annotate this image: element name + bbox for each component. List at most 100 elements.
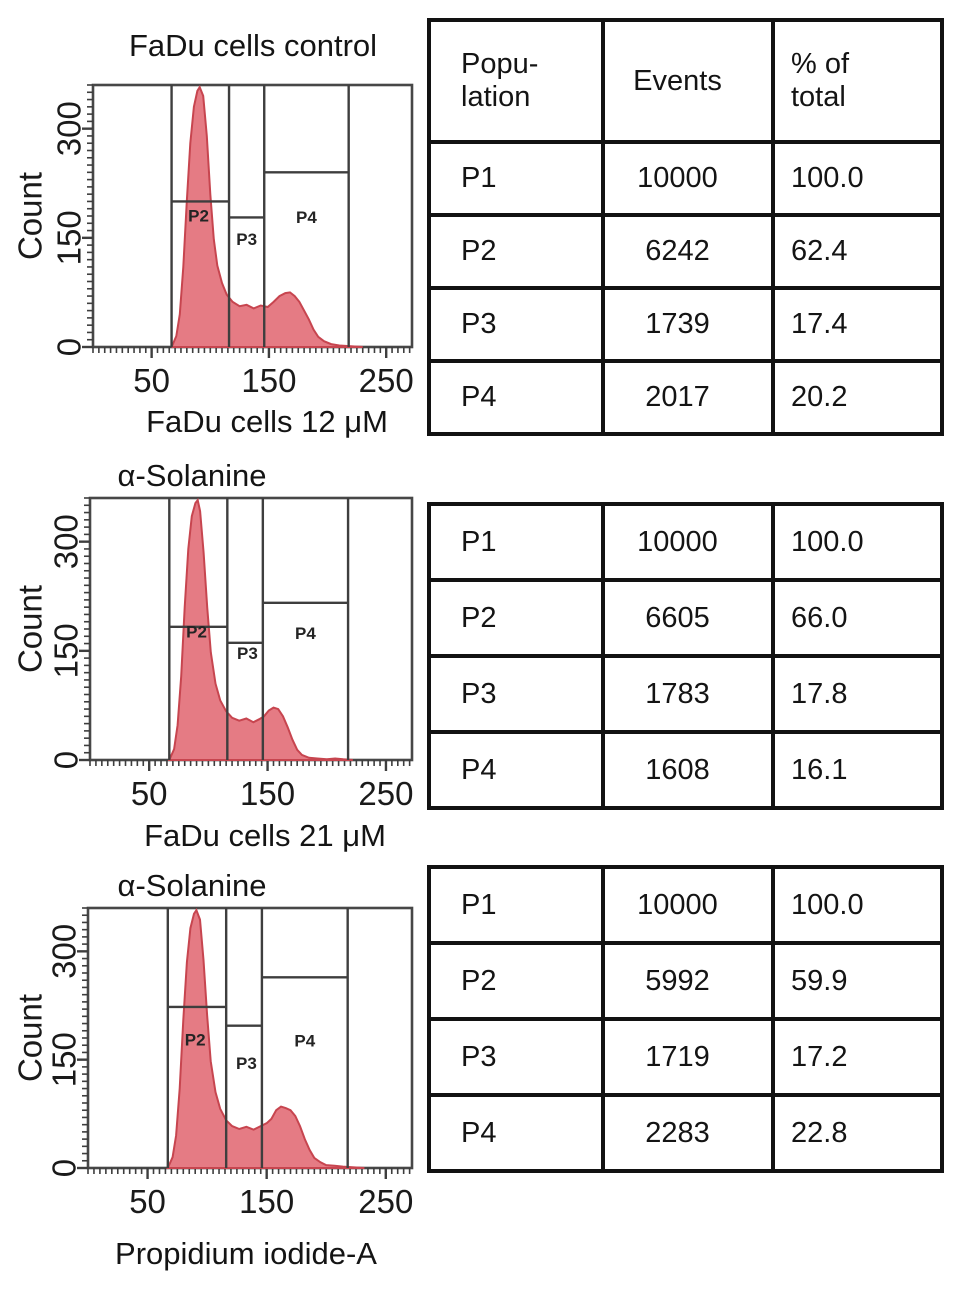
x-axis-label: Propidium iodide-A xyxy=(115,1236,377,1271)
table-row: P4 2017 20.2 xyxy=(427,359,944,436)
header-events: Events xyxy=(601,18,775,144)
plot3-title-line2: α-Solanine xyxy=(117,868,267,903)
plot1-xtick-50: 50 xyxy=(133,362,170,399)
events-cell: 1608 xyxy=(601,730,775,810)
plot1-gate-label-p4: P4 xyxy=(296,208,317,227)
plot3-histogram: P2 P3 P4 50 150 250 0 150 300 Count xyxy=(12,906,413,1220)
population-cell: P2 xyxy=(427,213,605,290)
table-row: P2 6242 62.4 xyxy=(427,213,944,290)
header-pct-total: % of total xyxy=(771,18,944,144)
plot1-title: FaDu cells control xyxy=(128,28,378,63)
plot3-xtick-250: 250 xyxy=(358,1183,413,1220)
plot1-ytick-0: 0 xyxy=(51,338,88,356)
plot3-gate-label-p4: P4 xyxy=(294,1031,315,1050)
plot2-axis-ticks xyxy=(79,497,411,771)
pct-cell: 62.4 xyxy=(771,213,944,290)
pct-cell: 17.4 xyxy=(771,286,944,363)
plot1-ytick-150: 150 xyxy=(51,210,88,265)
table-row: P1 10000 100.0 xyxy=(427,140,944,217)
table-row: P4 2283 22.8 xyxy=(427,1093,944,1173)
events-cell: 1719 xyxy=(601,1017,775,1097)
plot3-gate-label-p3: P3 xyxy=(236,1054,257,1073)
table-header-row: Popu- lation Events % of total xyxy=(427,18,944,144)
population-cell: P3 xyxy=(427,286,605,363)
events-cell: 1783 xyxy=(601,654,775,734)
table-row: P2 5992 59.9 xyxy=(427,941,944,1021)
table-row: P1 10000 100.0 xyxy=(427,502,944,582)
plot2-gate-label-p2: P2 xyxy=(186,622,207,641)
plot3-ytick-150: 150 xyxy=(46,1032,83,1087)
plot2-title-line2: α-Solanine xyxy=(117,458,267,493)
plot2-ytick-0: 0 xyxy=(48,751,85,769)
table-row: P2 6605 66.0 xyxy=(427,578,944,658)
events-cell: 1739 xyxy=(601,286,775,363)
population-cell: P4 xyxy=(427,1093,605,1173)
table-row: P3 1719 17.2 xyxy=(427,1017,944,1097)
population-cell: P3 xyxy=(427,1017,605,1097)
plot3-ytick-300: 300 xyxy=(46,924,83,979)
plot2-xtick-150: 150 xyxy=(240,775,295,812)
plot2-ytick-300: 300 xyxy=(48,514,85,569)
table-row: P3 1783 17.8 xyxy=(427,654,944,734)
table-21um: P1 10000 100.0 P2 5992 59.9 P3 1719 17.2… xyxy=(427,865,944,1173)
table-row: P4 1608 16.1 xyxy=(427,730,944,810)
plot3-gate-label-p2: P2 xyxy=(185,1031,206,1050)
plot1-gate-label-p3: P3 xyxy=(236,230,257,249)
population-cell: P2 xyxy=(427,578,605,658)
pct-cell: 59.9 xyxy=(771,941,944,1021)
plot3-histogram-area xyxy=(166,908,365,1169)
table-12um: P1 10000 100.0 P2 6605 66.0 P3 1783 17.8… xyxy=(427,502,944,810)
population-cell: P4 xyxy=(427,730,605,810)
population-cell: P1 xyxy=(427,502,605,582)
plot2-gate-label-p3: P3 xyxy=(237,644,258,663)
events-cell: 2283 xyxy=(601,1093,775,1173)
plot2-title-line1: FaDu cells 12 μM xyxy=(146,404,388,439)
plot3-xtick-50: 50 xyxy=(129,1183,166,1220)
pct-cell: 100.0 xyxy=(771,502,944,582)
header-pct-line1: % of xyxy=(791,48,850,80)
plot1-xtick-250: 250 xyxy=(359,362,414,399)
table-control: Popu- lation Events % of total P1 10000 … xyxy=(427,18,944,436)
table-row: P3 1739 17.4 xyxy=(427,286,944,363)
plot1-histogram-area xyxy=(170,85,363,348)
pct-cell: 17.2 xyxy=(771,1017,944,1097)
plot1-histogram: P2 P3 P4 50 150 250 0 150 300 Count xyxy=(12,83,414,399)
pct-cell: 22.8 xyxy=(771,1093,944,1173)
plot2-xtick-50: 50 xyxy=(131,775,168,812)
plot1-gate-label-p2: P2 xyxy=(188,207,209,226)
plot3-y-axis-label: Count xyxy=(12,994,49,1082)
plot2-gates xyxy=(168,498,350,760)
plot3-title-line1: FaDu cells 21 μM xyxy=(144,818,386,853)
plot2-ytick-150: 150 xyxy=(48,623,85,678)
pct-cell: 66.0 xyxy=(771,578,944,658)
plot2-xtick-250: 250 xyxy=(358,775,413,812)
plot1-xtick-150: 150 xyxy=(241,362,296,399)
plot3-ytick-0: 0 xyxy=(46,1159,83,1177)
plot3-xtick-150: 150 xyxy=(239,1183,294,1220)
table-row: P1 10000 100.0 xyxy=(427,865,944,945)
plot2-histogram: P2 P3 P4 50 150 250 0 150 300 Count xyxy=(12,496,413,812)
pct-cell: 100.0 xyxy=(771,865,944,945)
population-cell: P1 xyxy=(427,140,605,217)
population-cell: P4 xyxy=(427,359,605,436)
events-cell: 6242 xyxy=(601,213,775,290)
events-cell: 5992 xyxy=(601,941,775,1021)
plot1-ytick-300: 300 xyxy=(51,101,88,156)
plot2-gate-label-p4: P4 xyxy=(295,624,316,643)
pct-cell: 100.0 xyxy=(771,140,944,217)
plot1-axis-ticks xyxy=(82,84,411,358)
pct-cell: 16.1 xyxy=(771,730,944,810)
events-cell: 10000 xyxy=(601,502,775,582)
events-cell: 10000 xyxy=(601,865,775,945)
population-cell: P3 xyxy=(427,654,605,734)
plot1-y-axis-label: Count xyxy=(12,172,49,260)
plot2-y-axis-label: Count xyxy=(12,585,49,673)
header-pct-line2: total xyxy=(791,81,846,113)
header-population: Popu- lation xyxy=(427,18,605,144)
pct-cell: 17.8 xyxy=(771,654,944,734)
plot3-gates xyxy=(166,908,349,1168)
plot2-histogram-area xyxy=(167,497,353,761)
events-cell: 10000 xyxy=(601,140,775,217)
population-cell: P2 xyxy=(427,941,605,1021)
